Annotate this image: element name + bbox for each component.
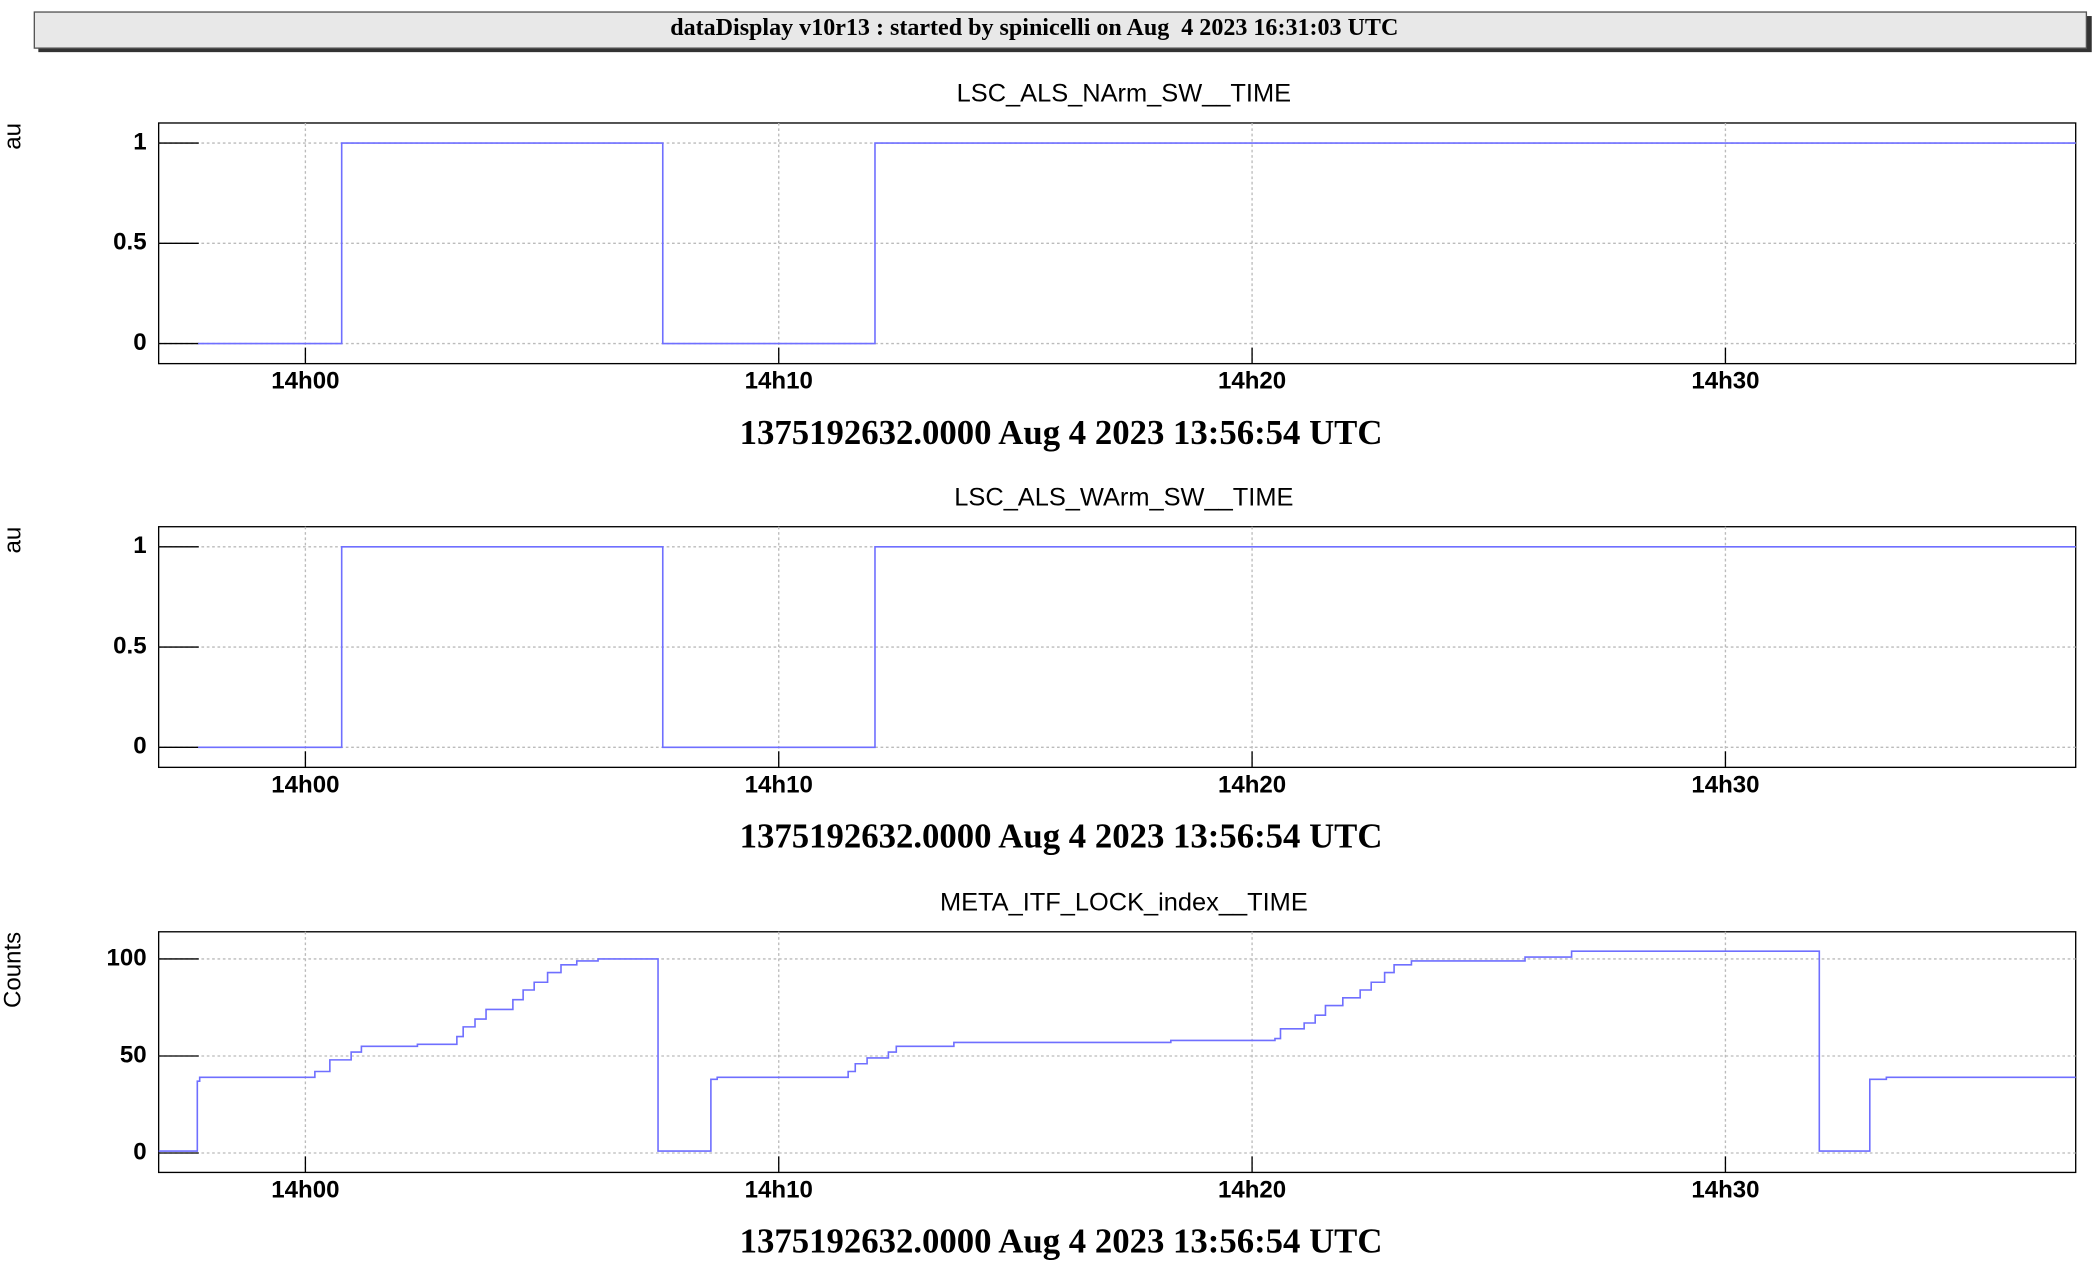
y-tick-label: 0	[133, 1138, 146, 1165]
x-axis-label: 1375192632.0000 Aug 4 2023 13:56:54 UTC	[740, 1222, 1383, 1261]
x-tick-label: 14h20	[1218, 1176, 1286, 1203]
x-tick-label: 14h30	[1691, 771, 1759, 798]
x-tick-label: 14h00	[271, 368, 339, 395]
data-line	[158, 950, 2076, 1152]
plot-frame	[157, 931, 2077, 1174]
header-title: dataDisplay v10r13 : started by spinicel…	[670, 15, 1398, 41]
x-tick-label: 14h00	[271, 771, 339, 798]
x-axis-label: 1375192632.0000 Aug 4 2023 13:56:54 UTC	[740, 413, 1383, 452]
x-axis-label: 1375192632.0000 Aug 4 2023 13:56:54 UTC	[740, 817, 1383, 856]
chart-title: LSC_ALS_WArm_SW__TIME	[954, 483, 1293, 511]
x-tick-label: 14h10	[745, 771, 813, 798]
y-tick-label: 1	[133, 128, 146, 155]
x-tick-label: 14h30	[1691, 1176, 1759, 1203]
x-tick-label: 14h20	[1218, 368, 1286, 395]
y-axis-label: au	[0, 123, 27, 150]
x-tick-label: 14h00	[271, 1176, 339, 1203]
y-tick-label: 0	[133, 329, 146, 356]
y-axis-label: Counts	[0, 932, 27, 1008]
data-line	[198, 545, 2076, 749]
x-tick-label: 14h10	[745, 368, 813, 395]
x-tick-label: 14h10	[745, 1176, 813, 1203]
y-tick-label: 100	[106, 944, 146, 971]
x-tick-label: 14h20	[1218, 771, 1286, 798]
y-tick-label: 1	[133, 532, 146, 559]
chart-title: LSC_ALS_NArm_SW__TIME	[957, 80, 1291, 108]
x-tick-label: 14h30	[1691, 368, 1759, 395]
y-tick-label: 50	[120, 1041, 147, 1068]
chart-title: META_ITF_LOCK_index__TIME	[940, 888, 1308, 916]
y-tick-label: 0.5	[113, 229, 146, 256]
y-tick-label: 0	[133, 733, 146, 760]
y-axis-label: au	[0, 527, 27, 554]
y-tick-label: 0.5	[113, 632, 146, 659]
header-box	[33, 11, 2088, 49]
data-line	[198, 142, 2076, 345]
